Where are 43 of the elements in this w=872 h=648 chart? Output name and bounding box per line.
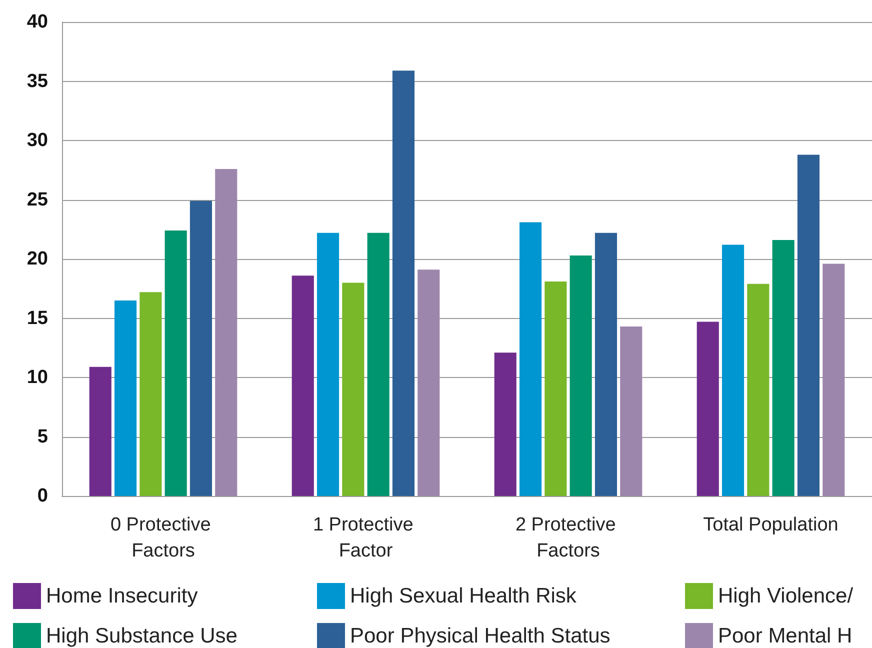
- bar: [292, 276, 314, 496]
- bar: [215, 168, 238, 496]
- x-tick-label: 0 Protective Factors: [110, 514, 216, 562]
- bar: [190, 200, 212, 496]
- bar: [494, 352, 516, 496]
- bar: [722, 244, 744, 496]
- bar: [822, 264, 845, 496]
- bar: [544, 282, 567, 496]
- bar: [797, 154, 820, 496]
- bar: [570, 255, 592, 496]
- y-tick-label: 10: [26, 367, 48, 388]
- bar: [89, 366, 112, 496]
- x-tick-label: Total Population: [703, 514, 838, 536]
- bar: [164, 230, 187, 496]
- y-tick-label: 30: [26, 130, 48, 151]
- bar: [342, 282, 364, 496]
- bar: [316, 232, 340, 496]
- legend-label: Poor Physical Health Status: [350, 624, 610, 648]
- legend-label: Poor Mental H: [718, 624, 852, 648]
- x-tick-label: 2 Protective Factors: [515, 514, 622, 562]
- bar: [418, 270, 440, 496]
- bar: [594, 232, 618, 496]
- bar: [367, 232, 390, 496]
- bar: [114, 300, 137, 496]
- bar: [519, 222, 542, 496]
- legend-label: High Violence/: [718, 584, 854, 608]
- y-tick-label: 40: [26, 12, 48, 32]
- y-tick-label: 15: [26, 308, 48, 329]
- bar: [140, 292, 162, 496]
- legend-label: High Sexual Health Risk: [350, 584, 577, 608]
- bar: [620, 326, 642, 496]
- legend-label: High Substance Use: [46, 624, 238, 648]
- bar: [696, 322, 719, 496]
- bar: [747, 284, 770, 496]
- legend-label: Home Insecurity: [46, 584, 198, 608]
- bar: [772, 240, 794, 496]
- y-tick-label: 25: [26, 189, 48, 210]
- x-tick-label: 1 Protective Factor: [312, 514, 419, 562]
- y-tick-label: 35: [26, 70, 48, 92]
- bar: [392, 70, 415, 496]
- y-tick-label: 5: [37, 426, 48, 448]
- y-tick-label: 0: [37, 486, 48, 506]
- y-tick-label: 20: [26, 248, 48, 270]
